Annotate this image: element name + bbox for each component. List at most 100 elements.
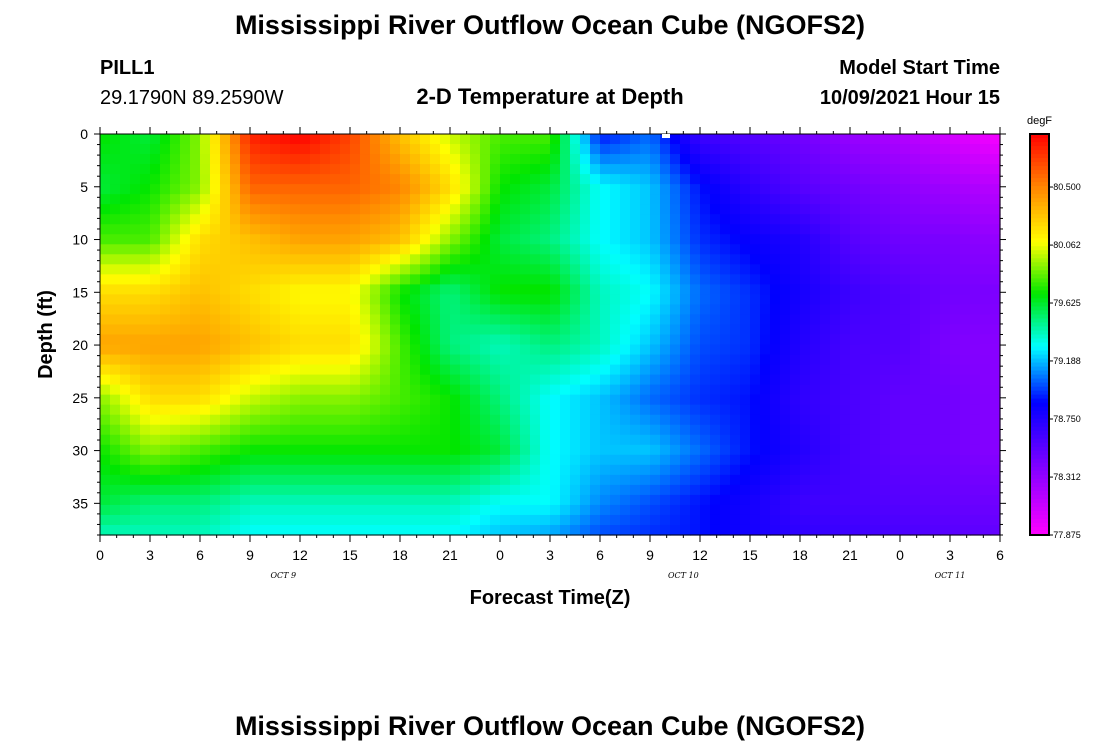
heatmap-cell (120, 364, 131, 376)
heatmap-cell (550, 284, 561, 296)
heatmap-cell (570, 464, 581, 476)
heatmap-cell (390, 464, 401, 476)
heatmap-cell (230, 374, 241, 386)
heatmap-cell (790, 424, 801, 436)
heatmap-cell (510, 304, 521, 316)
heatmap-cell (910, 184, 921, 195)
heatmap-cell (400, 214, 411, 225)
heatmap-cell (100, 254, 111, 265)
heatmap-cell (730, 464, 741, 476)
heatmap-cell (900, 374, 911, 386)
heatmap-cell (580, 334, 591, 346)
heatmap-cell (410, 294, 421, 306)
heatmap-cell (560, 174, 571, 185)
heatmap-cell (850, 284, 861, 296)
heatmap-cell (300, 224, 311, 235)
colorbar-segment (1030, 302, 1049, 308)
heatmap-cell (460, 144, 471, 155)
heatmap-cell (830, 314, 841, 326)
heatmap-cell (940, 424, 951, 436)
heatmap-cell (210, 324, 221, 336)
heatmap-cell (320, 134, 331, 145)
heatmap-cell (910, 404, 921, 416)
heatmap-cell (180, 494, 191, 506)
heatmap-cell (950, 364, 961, 376)
heatmap-cell (380, 204, 391, 215)
heatmap-cell (220, 274, 231, 285)
heatmap-cell (480, 344, 491, 356)
heatmap-cell (790, 304, 801, 316)
heatmap-cell (910, 334, 921, 346)
heatmap-cell (970, 364, 981, 376)
heatmap-cell (570, 474, 581, 486)
heatmap-cell (630, 324, 641, 336)
heatmap-cell (680, 434, 691, 446)
heatmap-cell (380, 144, 391, 155)
colorbar-segment (1030, 198, 1049, 203)
heatmap-cell (890, 444, 901, 456)
heatmap-cell (570, 174, 581, 185)
heatmap-cell (840, 154, 851, 165)
heatmap-cell (650, 414, 661, 426)
colorbar-segment (1030, 374, 1049, 380)
heatmap-cell (120, 464, 131, 476)
heatmap-cell (800, 134, 811, 145)
heatmap-cell (730, 434, 741, 446)
colorbar-segment (1030, 502, 1049, 508)
heatmap-cell (210, 164, 221, 175)
heatmap-cell (790, 264, 801, 275)
heatmap-cell (340, 394, 351, 406)
heatmap-cell (710, 404, 721, 416)
heatmap-cell (540, 154, 551, 165)
heatmap-cell (720, 454, 731, 466)
heatmap-cell (630, 364, 641, 376)
heatmap-cell (970, 514, 981, 526)
heatmap-cell (740, 134, 751, 145)
heatmap-cell (570, 514, 581, 526)
heatmap-cell (900, 434, 911, 446)
heatmap-cell (760, 354, 771, 366)
heatmap-cell (860, 484, 871, 496)
heatmap-cell (850, 404, 861, 416)
heatmap-cell (370, 314, 381, 326)
heatmap-cell (940, 284, 951, 296)
heatmap-cell (860, 394, 871, 406)
heatmap-cell (800, 164, 811, 175)
heatmap-cell (580, 234, 591, 245)
heatmap-cell (830, 434, 841, 446)
heatmap-cell (580, 454, 591, 466)
heatmap-cell (900, 514, 911, 526)
heatmap-cell (100, 414, 111, 426)
heatmap-cell (800, 354, 811, 366)
heatmap-cell (370, 134, 381, 145)
heatmap-cell (460, 174, 471, 185)
heatmap-cell (760, 364, 771, 376)
heatmap-cell (340, 184, 351, 195)
heatmap-cell (400, 424, 411, 436)
heatmap-cell (590, 444, 601, 456)
heatmap-cell (870, 434, 881, 446)
heatmap-cell (530, 514, 541, 526)
heatmap-cell (840, 264, 851, 275)
heatmap-cell (330, 414, 341, 426)
heatmap-cell (710, 284, 721, 296)
heatmap-cell (390, 284, 401, 296)
heatmap-cell (990, 374, 1001, 386)
heatmap-cell (660, 304, 671, 316)
heatmap-cell (910, 154, 921, 165)
heatmap-cell (480, 454, 491, 466)
heatmap-cell (500, 404, 511, 416)
heatmap-cell (310, 404, 321, 416)
heatmap-cell (850, 424, 861, 436)
heatmap-cell (330, 524, 341, 536)
heatmap-cell (400, 244, 411, 255)
heatmap-cell (390, 374, 401, 386)
heatmap-cell (960, 484, 971, 496)
heatmap-cell (810, 284, 821, 296)
heatmap-cell (230, 264, 241, 275)
heatmap-cell (190, 384, 201, 396)
colorbar-segment (1030, 318, 1049, 324)
heatmap-cell (180, 244, 191, 255)
heatmap-cell (520, 474, 531, 486)
heatmap-cell (960, 194, 971, 205)
